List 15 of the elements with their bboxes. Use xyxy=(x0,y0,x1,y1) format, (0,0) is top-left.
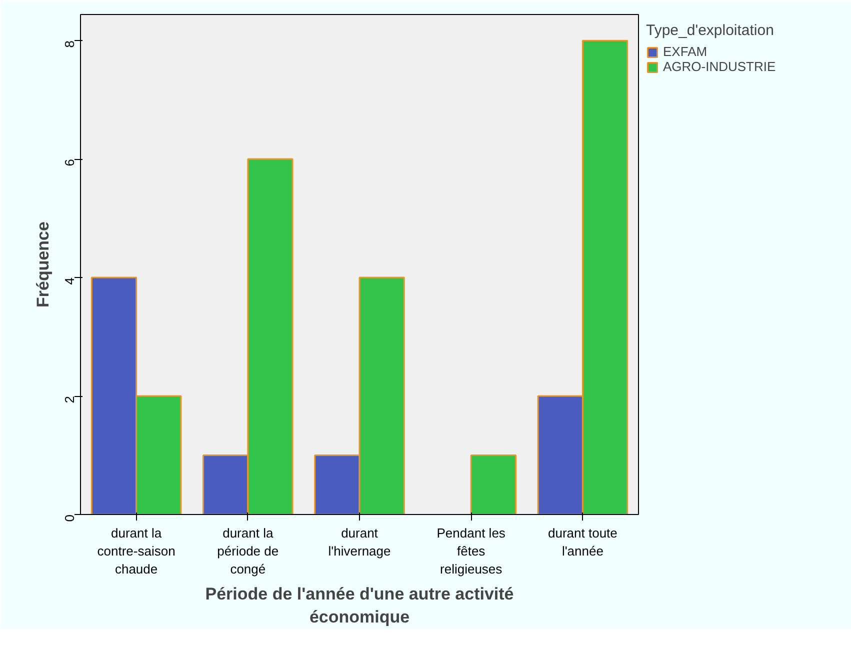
y-tick-label: 4 xyxy=(62,278,77,285)
y-tick-label: 6 xyxy=(62,159,77,166)
x-tick-label: durant la contre-saison chaude xyxy=(97,526,176,576)
y-tick-label: 0 xyxy=(62,514,77,522)
legend-label: AGRO-INDUSTRIE xyxy=(663,59,776,74)
y-axis-title: Fréquence xyxy=(34,222,52,308)
x-tick-label: durant la période de congé xyxy=(217,526,279,576)
x-tick-label: Pendant les fêtes religieuses xyxy=(436,526,506,576)
x-tick-label: durant l'hivernage xyxy=(328,526,391,558)
x-tick-label: durant toute l'année xyxy=(548,526,618,558)
legend-title: Type_d'exploitation xyxy=(646,22,775,39)
y-tick-label: 2 xyxy=(62,396,77,404)
y-tick-label: 8 xyxy=(62,40,77,48)
legend-label: EXFAM xyxy=(663,44,708,59)
x-axis-title: Période de l'année d'une autre activité économique xyxy=(205,584,514,626)
